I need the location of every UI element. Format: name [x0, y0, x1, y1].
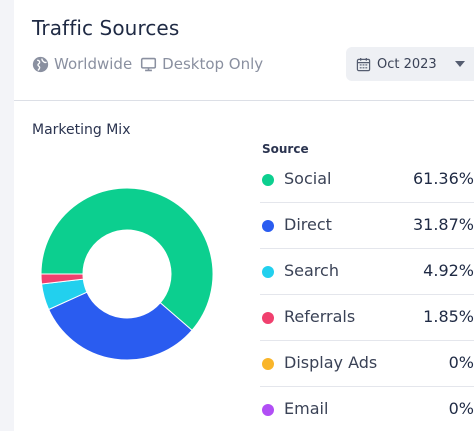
marketing-mix-title: Marketing Mix	[32, 122, 131, 138]
source-value: 61.36%	[412, 169, 474, 188]
source-row: Email 0%	[260, 387, 474, 431]
legend-dot	[262, 358, 274, 370]
globe-icon	[32, 56, 49, 72]
desktop-icon	[141, 57, 157, 71]
donut-slice-direct[interactable]	[48, 291, 193, 361]
region-filter: Worldwide	[32, 55, 132, 73]
filter-meta: Worldwide Desktop Only	[32, 55, 271, 73]
source-row: Social 61.36%	[260, 157, 474, 203]
source-label: Referrals	[284, 307, 356, 326]
marketing-mix-donut-chart	[40, 187, 214, 361]
region-label: Worldwide	[54, 55, 133, 73]
legend-dot	[262, 404, 274, 416]
date-select[interactable]: Oct 2023	[346, 47, 474, 81]
donut-slice-referrals[interactable]	[40, 273, 84, 285]
source-value: 0%	[448, 399, 474, 418]
legend-dot	[262, 174, 274, 186]
calendar-icon	[356, 57, 371, 72]
source-label: Direct	[284, 215, 332, 234]
source-row: Search 4.92%	[260, 249, 474, 295]
device-filter: Desktop Only	[140, 55, 263, 73]
source-value: 4.92%	[423, 261, 474, 280]
page-title: Traffic Sources	[32, 16, 180, 40]
source-row: Referrals 1.85%	[260, 295, 474, 341]
header: Traffic Sources Worldwide Desktop Only	[14, 0, 474, 101]
source-label: Email	[284, 399, 329, 418]
legend-dot	[262, 312, 274, 324]
source-value: 1.85%	[423, 307, 474, 326]
source-label: Display Ads	[284, 353, 378, 372]
source-row: Direct 31.87%	[260, 203, 474, 249]
source-value: 0%	[448, 353, 474, 372]
marketing-mix-card: Marketing Mix Source Social 61.36% Direct 3…	[14, 101, 474, 431]
chevron-down-icon	[455, 61, 465, 67]
source-list: Social 61.36% Direct 31.87% Search 4.92% Refer…	[260, 157, 474, 431]
left-panel-edge	[0, 0, 15, 431]
device-label: Desktop Only	[162, 55, 264, 73]
date-select-value: Oct 2023	[377, 56, 437, 72]
legend-dot	[262, 220, 274, 232]
source-label: Social	[284, 169, 332, 188]
source-label: Search	[284, 261, 339, 280]
donut-slice-social[interactable]	[40, 187, 214, 332]
legend-dot	[262, 266, 274, 278]
source-value: 31.87%	[412, 215, 474, 234]
source-row: Display Ads 0%	[260, 341, 474, 387]
legend-header: Source	[262, 142, 309, 156]
